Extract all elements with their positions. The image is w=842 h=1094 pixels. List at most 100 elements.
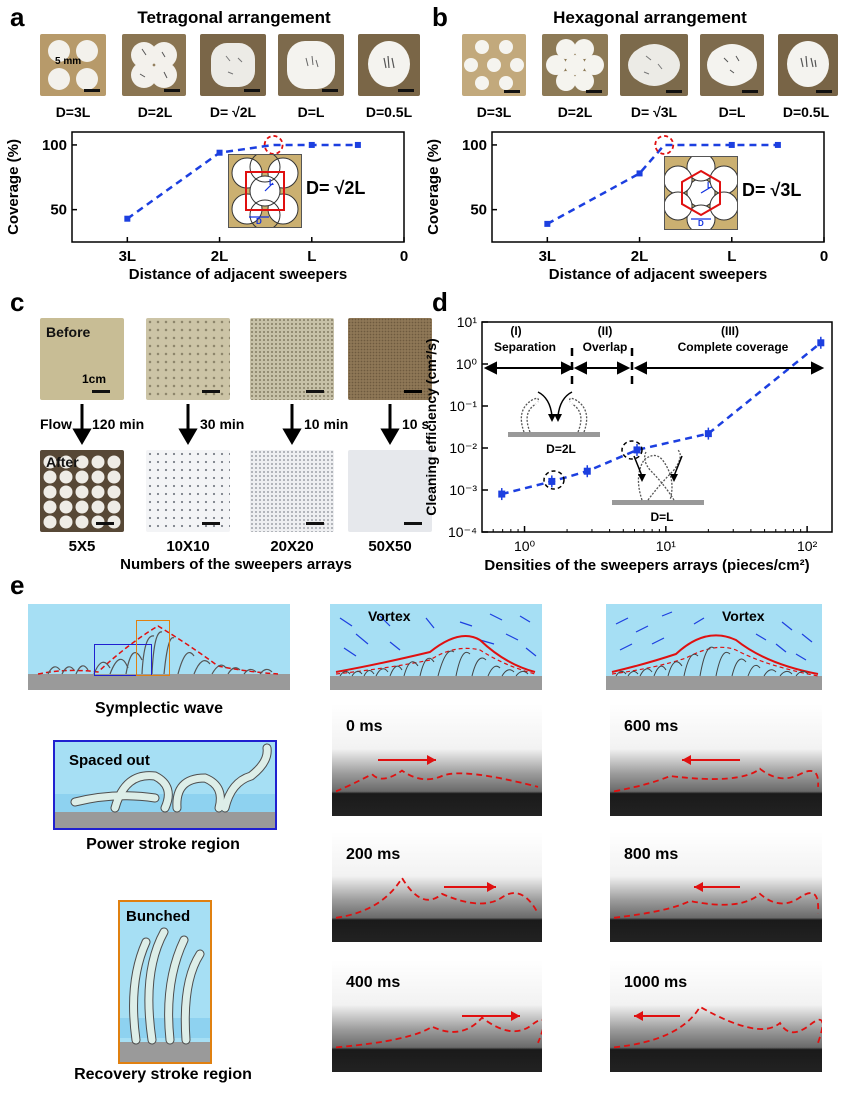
sketch-label-d2l: D=2L [546,442,576,456]
photo-a1: 5 mm [40,34,106,96]
sketch-dl [612,449,704,505]
photo-b2 [542,34,608,96]
photo-b5-art [787,41,829,87]
frame-label-0ms: 0 ms [346,718,383,735]
photo-b1-art [464,40,524,90]
cleaned-spot [107,485,121,499]
wave-trace [613,767,820,793]
frame-label-400ms: 400 ms [346,974,401,991]
region-3-num: (III) [721,324,739,338]
photo-label-b2: D=2L [557,104,593,120]
photo-b4-art [707,44,757,86]
frame-overlay [335,1011,545,1049]
frame-200ms [332,832,542,942]
photo-b3-art [628,44,680,86]
photo-label-b4: D=L [718,104,746,120]
cleaned-spot [59,515,73,529]
frame-400ms [332,960,545,1072]
photo-b2-art [546,39,604,91]
chart-b-data-point [774,141,781,148]
scale-bar [504,90,520,93]
direction-arrowhead [487,882,496,892]
sketch-d2l [508,391,600,437]
photo-a3 [200,34,266,96]
frame-overlay [613,755,820,793]
region-1-name: Separation [493,340,556,354]
cleaned-spot [91,485,105,499]
panel-label-c: c [10,287,25,317]
cleaned-spot [75,485,89,499]
chart-a-data-point [124,215,131,222]
chart-a-y-tick-label: 50 [50,202,67,219]
flow-label: Flow [40,416,72,432]
photo-b3 [620,34,688,96]
power-region-box [94,644,152,676]
frame-overlay [335,876,539,919]
chart-a-y-tick-label: 100 [42,137,67,154]
cleaned-spot [91,470,105,484]
photo-a5-art [368,41,410,87]
photo-b4 [700,34,764,96]
recovery-region-box [136,620,170,676]
frame-overlay [613,882,820,919]
chart-d-y-tick-label: 10⁻² [449,440,477,456]
scale-bar [84,89,100,92]
array-label-1: 5X5 [68,538,96,555]
chart-b-x-tick-label: L [727,248,736,265]
cleaned-spot [75,500,89,514]
cleaned-spot [43,515,57,529]
chart-b-x-tick-label: 0 [820,248,828,265]
before-photo-4 [348,318,432,400]
cleaned-spot [43,500,57,514]
coverage-chart-hexagonal: 3L 2L L 0 50 100 Distance of adjacent sweepers… [425,131,828,283]
scale-bar [322,89,338,92]
scale-bar [164,89,180,92]
chart-d-x-tick-label: 10¹ [656,538,677,554]
cleaned-spot [59,455,73,469]
after-photo-4 [348,450,432,532]
flow-arrows [72,404,400,445]
vortex-label-1: Vortex [368,608,411,624]
chart-b-y-tick-label: 50 [470,202,487,219]
cleaned-spot [59,470,73,484]
scale-bar [96,522,114,525]
scale-bar [92,390,110,393]
frame-1000ms [610,960,824,1072]
time-label-2: 30 min [200,416,245,432]
photo-a2-art [131,42,177,88]
before-photo-3 [250,318,334,400]
cleaned-spot [59,500,73,514]
cleaned-spot [75,515,89,529]
photo-a4 [278,34,344,96]
cleaned-spot [107,455,121,469]
inset-label-tetragonal: D= √2L [306,178,366,198]
photo-a3-art [211,43,255,87]
chart-a-plot-frame [71,131,405,243]
chart-d-x-axis-label: Densities of the sweepers arrays (pieces… [484,557,809,574]
chart-d-axes: 10⁰ 10¹ 10² 10⁻⁴ 10⁻³ 10⁻² 10⁻¹ 10⁰ 10¹ Densities… [423,314,833,574]
chart-d-overlay [483,348,825,505]
before-label: Before [46,324,91,340]
chart-d-y-axis-label: Cleaning efficiency (cm²/s) [423,338,439,515]
direction-arrowhead [511,1011,520,1021]
region-arrows [483,361,825,375]
scale-bar [742,90,758,93]
chart-d-plot-frame [481,321,833,533]
recovery-stroke-label: Recovery stroke region [74,1066,252,1083]
direction-arrowhead [682,755,691,765]
vortex-label-2: Vortex [722,608,765,624]
cleaned-spot [91,500,105,514]
frame-overlay [613,1005,824,1049]
chart-d-y-tick-label: 10⁻¹ [449,398,477,414]
photo-label-b5: D=0.5L [782,104,830,120]
chart-a-x-tick-label: 3L [119,248,137,265]
chart-d-y-tick-label: 10⁻³ [449,482,477,498]
scale-bar [202,522,220,525]
chart-b-x-tick-label: 2L [631,248,649,265]
chart-a-x-tick-label: L [307,248,316,265]
direction-arrowhead [634,1011,643,1021]
inset-tetragonal-art [231,151,299,231]
chart-a-data-point [216,149,223,156]
panel-label-a: a [10,2,25,32]
cleaned-spot [107,515,121,529]
